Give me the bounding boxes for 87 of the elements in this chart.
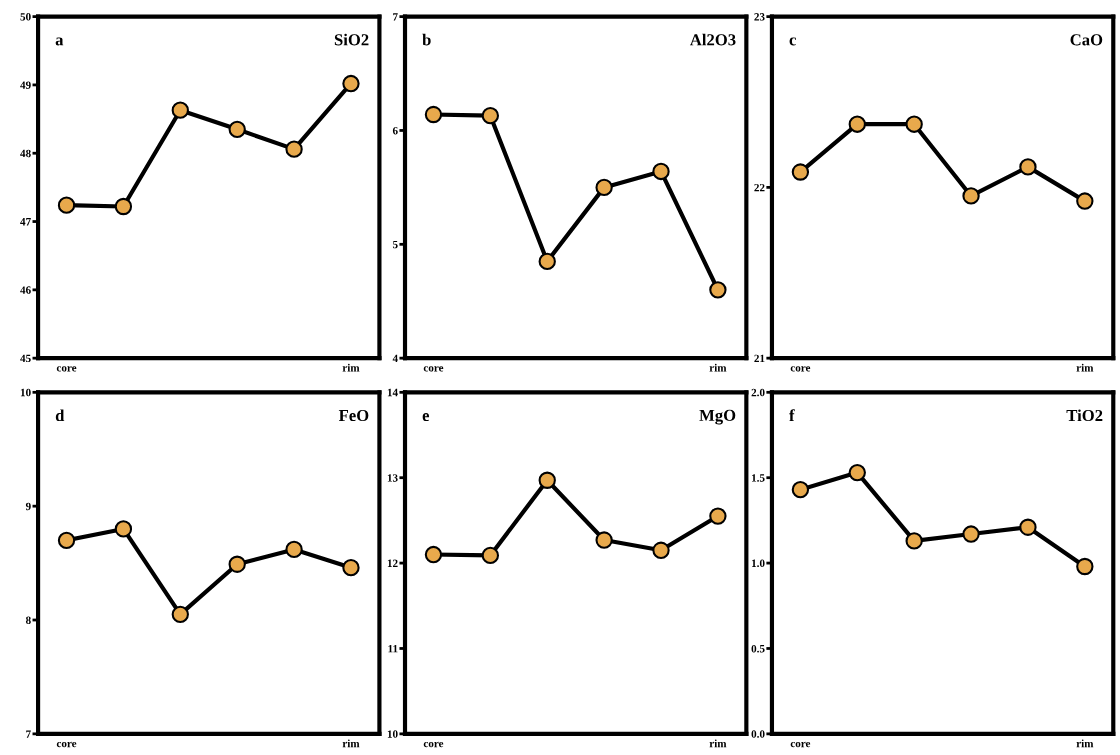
y-tick-label: 50 — [20, 13, 31, 21]
y-tick-label: 4 — [392, 354, 398, 363]
point — [791, 163, 810, 181]
y-tick-label: 11 — [388, 644, 398, 653]
point — [905, 532, 923, 550]
point — [962, 187, 980, 205]
x-tick-label: core — [423, 741, 444, 748]
y-tick-label: 9 — [25, 502, 31, 511]
point — [791, 480, 810, 499]
point — [538, 252, 556, 271]
point — [114, 197, 133, 216]
point — [962, 525, 980, 543]
annotation: c — [789, 37, 796, 46]
y-tick-label: 48 — [20, 149, 31, 158]
point — [652, 162, 670, 181]
annotation: b — [422, 33, 431, 46]
point — [595, 178, 613, 197]
text: CaO — [1070, 34, 1103, 46]
y-tick-label: 12 — [387, 559, 398, 567]
y-tick-label: 1.5 — [752, 474, 765, 482]
point — [538, 471, 556, 489]
text: MgO — [699, 409, 736, 425]
y-tick-label: 23 — [754, 13, 765, 21]
y-tick-label: 6 — [392, 126, 398, 135]
point — [652, 541, 670, 559]
point — [481, 106, 500, 125]
y-tick-label: 8 — [25, 616, 31, 624]
point — [848, 463, 866, 482]
y-tick-label: 1.0 — [752, 559, 765, 568]
y-tick-label: 46 — [20, 286, 31, 294]
x-tick-label: rim — [342, 363, 360, 372]
point — [57, 196, 76, 214]
point — [342, 74, 360, 93]
point — [709, 507, 727, 525]
point — [228, 555, 246, 573]
point — [905, 115, 923, 133]
point — [1019, 158, 1037, 176]
point — [424, 545, 443, 564]
point — [228, 120, 246, 138]
x-tick-label: rim — [1076, 363, 1094, 372]
annotation: f — [789, 409, 795, 421]
text: SiO2 — [334, 33, 369, 46]
x-tick-label: core — [790, 741, 811, 748]
x-tick-label: rim — [709, 363, 727, 372]
x-tick-label: rim — [342, 739, 360, 748]
y-tick-label: 21 — [754, 354, 765, 363]
y-tick-label: 5 — [392, 240, 398, 249]
point — [114, 520, 133, 538]
point — [342, 558, 360, 577]
y-tick-label: 0.0 — [751, 730, 765, 738]
x-tick-label: rim — [1076, 739, 1094, 748]
point — [1019, 518, 1037, 536]
point — [1076, 557, 1094, 576]
y-tick-label: 14 — [387, 388, 398, 397]
point — [709, 281, 727, 299]
y-tick-label: 10 — [387, 730, 398, 738]
point — [481, 546, 500, 565]
y-tick-label: 10 — [20, 388, 31, 397]
annotation: e — [422, 413, 430, 422]
x-tick-label: core — [56, 366, 77, 372]
annotation: d — [55, 409, 65, 422]
y-tick-label: 7 — [393, 13, 398, 21]
y-tick-label: 49 — [20, 81, 31, 89]
y-tick-label: 0.5 — [751, 644, 765, 653]
point — [848, 115, 866, 133]
text: TiO2 — [1066, 409, 1103, 422]
x-tick-label: core — [56, 741, 77, 748]
x-tick-label: core — [423, 366, 444, 372]
y-tick-label: 22 — [754, 183, 765, 192]
y-tick-label: 13 — [387, 474, 398, 482]
point — [595, 531, 613, 549]
point — [57, 531, 76, 549]
text: Al2O3 — [689, 33, 736, 46]
point — [171, 101, 189, 119]
text: FeO — [338, 409, 369, 422]
point — [171, 605, 189, 623]
y-tick-label: 45 — [20, 354, 31, 363]
point — [285, 540, 303, 559]
y-tick-label: 7 — [26, 730, 31, 738]
point — [424, 105, 443, 124]
annotation: a — [55, 37, 64, 46]
x-tick-label: core — [790, 366, 811, 372]
y-tick-label: 2.0 — [751, 388, 765, 397]
point — [285, 140, 303, 158]
y-tick-label: 47 — [20, 218, 31, 226]
point — [1076, 192, 1094, 210]
x-tick-label: rim — [709, 739, 727, 748]
